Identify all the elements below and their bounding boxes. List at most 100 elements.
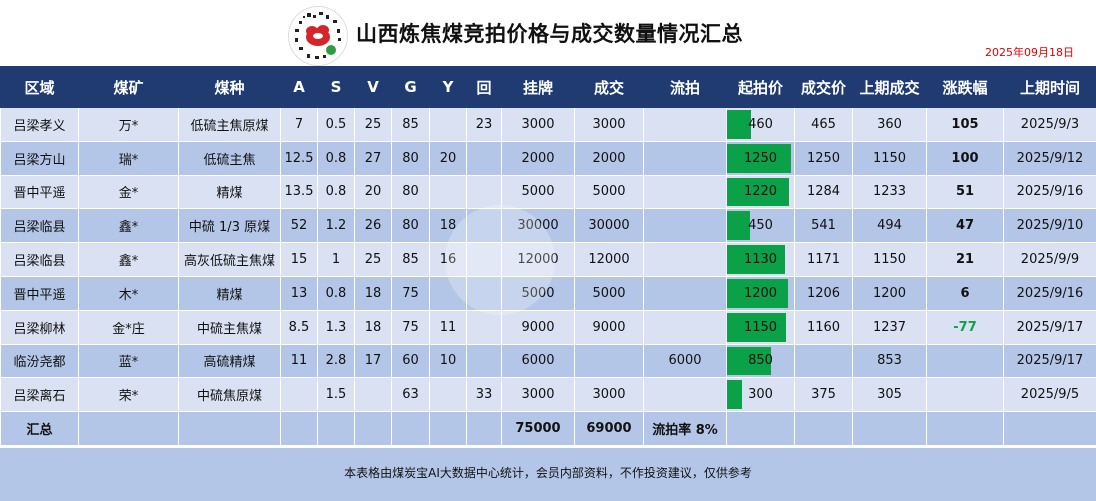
cell-liupai [644, 378, 727, 412]
cell-type: 精煤 [179, 175, 281, 209]
cell-V: 25 [355, 108, 392, 142]
start-price-cell: 850 [727, 344, 795, 378]
cell-listed: 30000 [502, 209, 575, 243]
cell-prev-time: 2025/9/12 [1004, 141, 1096, 175]
start-price-cell: 460 [727, 108, 795, 142]
cell-S: 0.8 [318, 276, 355, 310]
start-price-value: 1150 [744, 320, 777, 335]
cell-deal: 5000 [575, 276, 644, 310]
cell-hui [467, 310, 502, 344]
cell-prev-deal: 1150 [853, 243, 927, 277]
column-header: 成交价 [795, 67, 853, 108]
column-header: 煤矿 [79, 67, 179, 108]
cell-A: 13.5 [281, 175, 318, 209]
cell-prev-deal: 1233 [853, 175, 927, 209]
cell-deal: 30000 [575, 209, 644, 243]
summary-liupai-rate: 流拍率 8% [644, 412, 727, 446]
cell-G: 75 [392, 310, 430, 344]
cell-deal-price: 1160 [795, 310, 853, 344]
cell-G: 85 [392, 243, 430, 277]
cell-region: 吕梁柳林 [1, 310, 79, 344]
cell-listed: 6000 [502, 344, 575, 378]
summary-empty-cell [795, 412, 853, 446]
summary-empty-cell [79, 412, 179, 446]
cell-deal: 3000 [575, 378, 644, 412]
cell-mine: 木* [79, 276, 179, 310]
cell-S: 1 [318, 243, 355, 277]
start-price-value: 1250 [744, 151, 777, 166]
cell-Y: 11 [430, 310, 467, 344]
column-header: G [392, 67, 430, 108]
cell-prev-deal: 853 [853, 344, 927, 378]
start-price-cell: 300 [727, 378, 795, 412]
cell-prev-time: 2025/9/10 [1004, 209, 1096, 243]
cell-A: 15 [281, 243, 318, 277]
cell-region: 晋中平遥 [1, 175, 79, 209]
summary-empty-cell [727, 412, 795, 446]
cell-listed: 12000 [502, 243, 575, 277]
column-header: 流拍 [644, 67, 727, 108]
cell-G: 85 [392, 108, 430, 142]
cell-hui [467, 243, 502, 277]
cell-prev-time: 2025/9/3 [1004, 108, 1096, 142]
cell-hui [467, 175, 502, 209]
start-price-value: 460 [748, 117, 773, 132]
cell-Y [430, 108, 467, 142]
summary-listed: 75000 [502, 412, 575, 446]
cell-V: 25 [355, 243, 392, 277]
cell-listed: 5000 [502, 276, 575, 310]
cell-S: 0.5 [318, 108, 355, 142]
column-header: A [281, 67, 318, 108]
column-header: 上期成交 [853, 67, 927, 108]
cell-A: 11 [281, 344, 318, 378]
cell-prev-time: 2025/9/5 [1004, 378, 1096, 412]
cell-deal-price: 1171 [795, 243, 853, 277]
cell-G: 75 [392, 276, 430, 310]
cell-Y [430, 276, 467, 310]
cell-G: 80 [392, 141, 430, 175]
footer-note: 本表格由煤炭宝AI大数据中心统计，会员内部资料，不作投资建议，仅供参考 [0, 447, 1096, 501]
cell-liupai [644, 108, 727, 142]
cell-type: 精煤 [179, 276, 281, 310]
column-header: 煤种 [179, 67, 281, 108]
cell-deal-price: 465 [795, 108, 853, 142]
cell-liupai [644, 243, 727, 277]
column-header: 区域 [1, 67, 79, 108]
cell-prev-time: 2025/9/17 [1004, 310, 1096, 344]
start-price-value: 1220 [744, 184, 777, 199]
cell-type: 中硫焦原煤 [179, 378, 281, 412]
summary-label: 汇总 [1, 412, 79, 446]
cell-type: 高灰低硫主焦煤 [179, 243, 281, 277]
cell-deal-price: 541 [795, 209, 853, 243]
cell-change: -77 [927, 310, 1004, 344]
summary-empty-cell [281, 412, 318, 446]
cell-change [927, 344, 1004, 378]
cell-region: 晋中平遥 [1, 276, 79, 310]
cell-region: 吕梁临县 [1, 209, 79, 243]
column-header: 上期时间 [1004, 67, 1096, 108]
summary-empty-cell [392, 412, 430, 446]
cell-S: 1.3 [318, 310, 355, 344]
cell-region: 吕梁孝义 [1, 108, 79, 142]
start-price-cell: 1200 [727, 276, 795, 310]
cell-prev-deal: 1237 [853, 310, 927, 344]
column-header: 起拍价 [727, 67, 795, 108]
cell-deal-price: 375 [795, 378, 853, 412]
cell-G: 80 [392, 175, 430, 209]
cell-deal [575, 344, 644, 378]
cell-G: 63 [392, 378, 430, 412]
cell-region: 吕梁离石 [1, 378, 79, 412]
cell-V: 18 [355, 276, 392, 310]
cell-type: 低硫主焦原煤 [179, 108, 281, 142]
cell-hui: 23 [467, 108, 502, 142]
cell-prev-time: 2025/9/9 [1004, 243, 1096, 277]
start-price-cell: 1250 [727, 141, 795, 175]
cell-type: 低硫主焦 [179, 141, 281, 175]
